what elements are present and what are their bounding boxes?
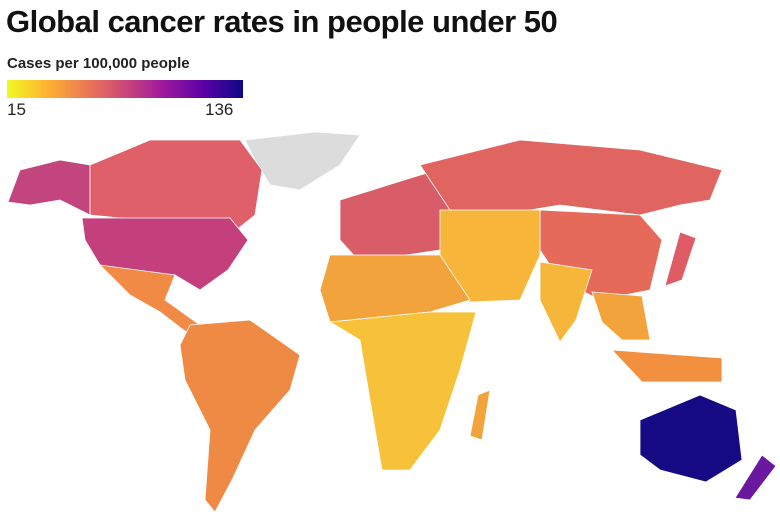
region-south-america[interactable] xyxy=(179,319,301,513)
chart-title: Global cancer rates in people under 50 xyxy=(6,4,558,39)
legend-max-label: 136 xyxy=(205,100,234,119)
region-alaska[interactable] xyxy=(7,159,91,216)
region-indonesia[interactable] xyxy=(611,349,723,383)
region-southeast-asia[interactable] xyxy=(591,291,651,341)
region-sub-saharan-africa[interactable] xyxy=(328,311,477,471)
legend-min-label: 15 xyxy=(7,100,26,119)
region-japan[interactable] xyxy=(664,231,697,287)
region-greenland[interactable] xyxy=(244,131,361,191)
region-australia[interactable] xyxy=(639,394,743,483)
region-new-zealand[interactable] xyxy=(734,454,777,501)
region-russia[interactable] xyxy=(419,139,723,216)
region-madagascar[interactable] xyxy=(469,389,491,441)
region-india[interactable] xyxy=(539,261,593,343)
legend-title: Cases per 100,000 people xyxy=(7,55,190,72)
legend-color-scale xyxy=(7,80,243,98)
region-canada[interactable] xyxy=(89,139,263,236)
